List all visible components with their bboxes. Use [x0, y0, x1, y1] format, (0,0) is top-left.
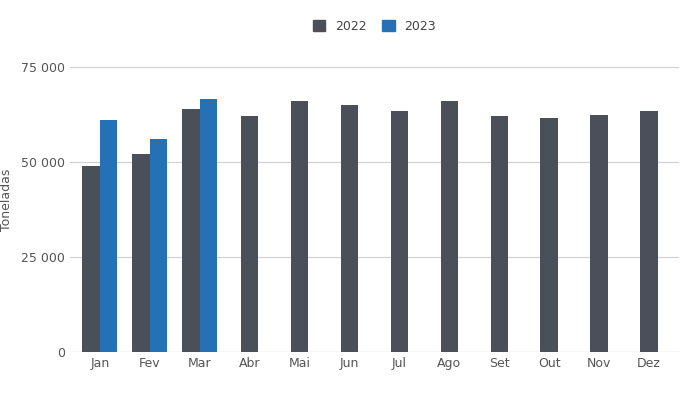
- Bar: [440, 101, 458, 352]
- Bar: [100, 120, 118, 352]
- Y-axis label: Toneladas: Toneladas: [0, 169, 13, 231]
- Bar: [640, 111, 658, 352]
- Bar: [540, 118, 558, 352]
- Bar: [590, 114, 608, 352]
- Bar: [291, 101, 309, 352]
- Bar: [199, 99, 217, 352]
- Bar: [241, 116, 258, 352]
- Bar: [182, 109, 199, 352]
- Bar: [132, 154, 150, 352]
- Bar: [491, 116, 508, 352]
- Bar: [150, 139, 167, 352]
- Legend: 2022, 2023: 2022, 2023: [308, 15, 441, 38]
- Bar: [83, 166, 100, 352]
- Bar: [391, 111, 408, 352]
- Bar: [341, 105, 358, 352]
